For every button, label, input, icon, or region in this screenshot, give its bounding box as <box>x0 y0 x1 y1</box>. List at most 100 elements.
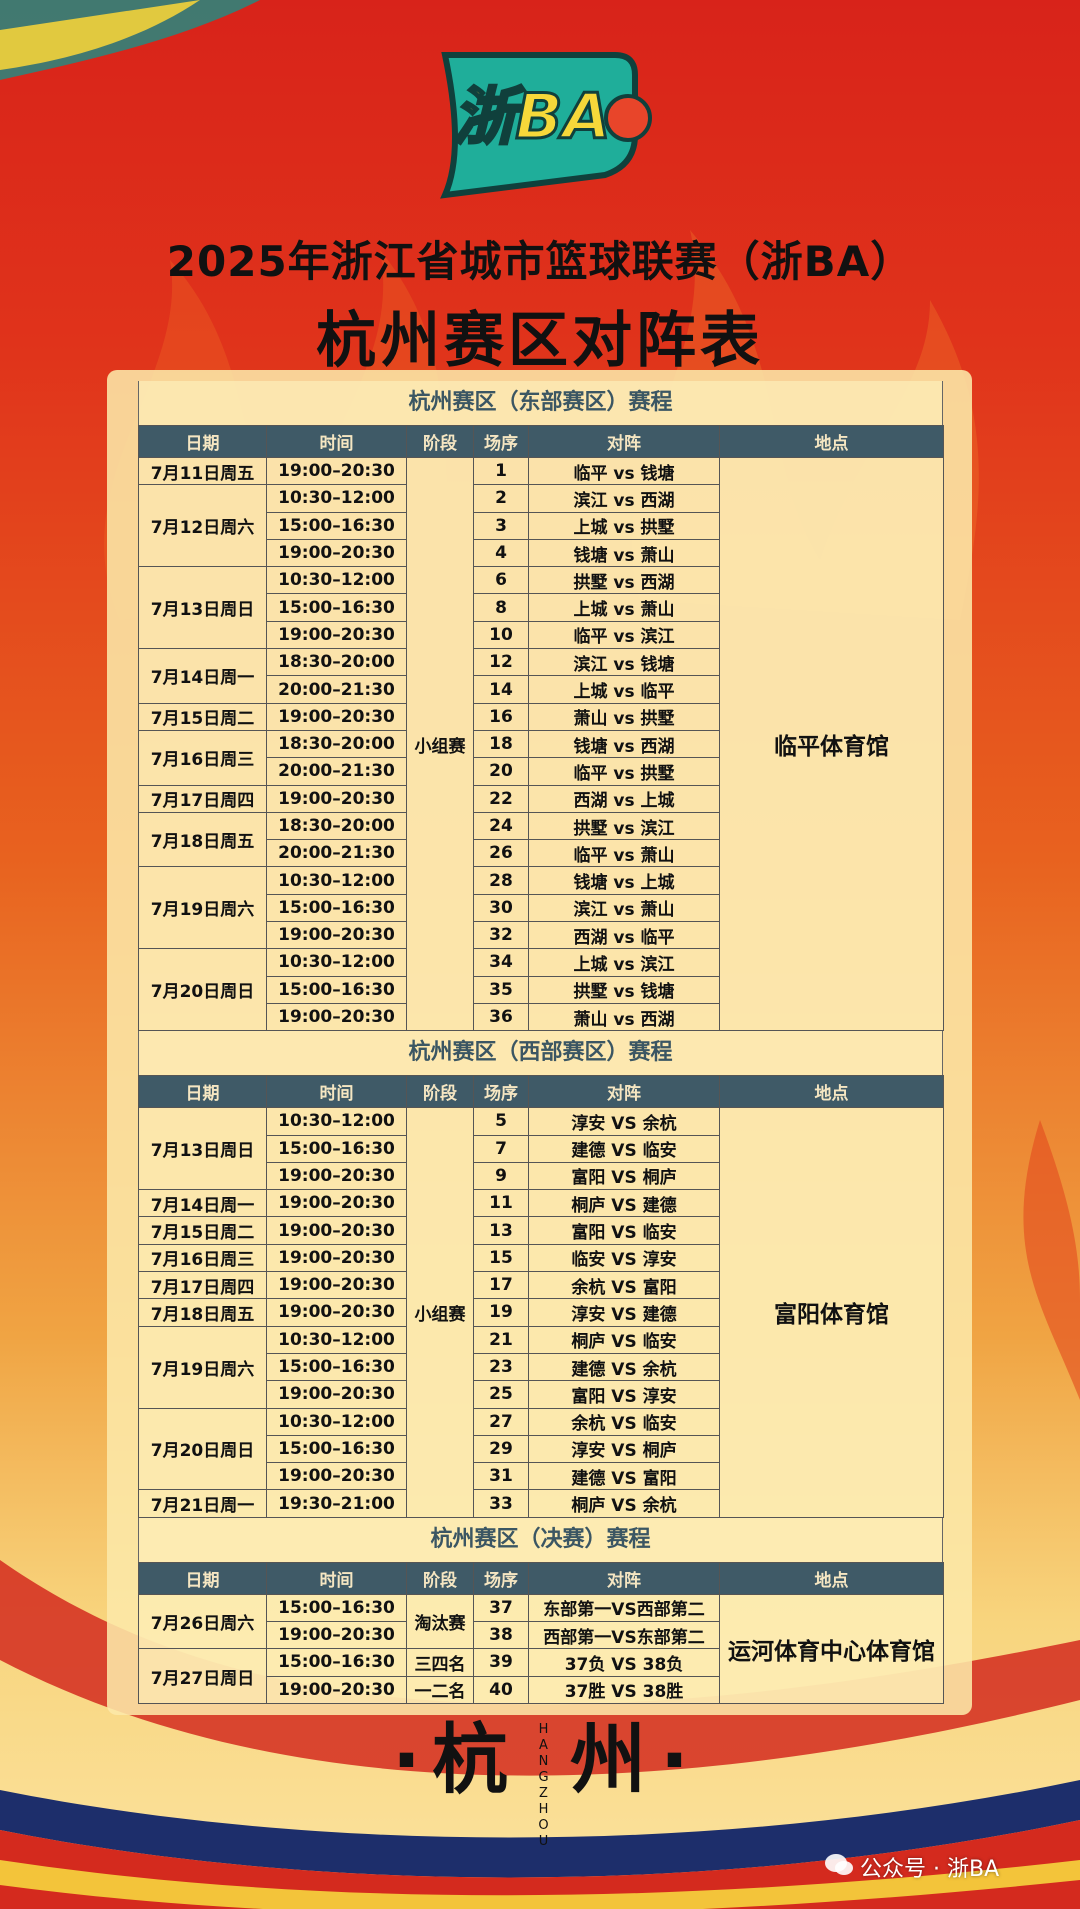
section-title: 杭州赛区（西部赛区）赛程 <box>138 1031 943 1076</box>
footer-dot: · <box>392 1715 421 1804</box>
flame <box>1023 1120 1080 1400</box>
game-row: 7月15日周二 19:00–20:30 13 富阳 VS 临安 <box>138 1216 944 1245</box>
game-row: 7月13日周日 10:30–12:00 6 拱墅 vs 西湖 <box>138 566 944 650</box>
time-cell: 19:00–20:30 <box>266 1380 407 1409</box>
match-cell: 桐庐 VS 临安 <box>528 1325 720 1354</box>
match-cell: 拱墅 vs 西湖 <box>528 566 720 595</box>
header-cell: 时间 <box>266 1561 407 1595</box>
time-cell: 19:00–20:30 <box>266 784 407 813</box>
match-cell: 滨江 vs 萧山 <box>528 893 720 923</box>
match-cell: 钱塘 vs 上城 <box>528 866 720 895</box>
game-row: 15:00–16:30 35 拱墅 vs 钱塘 <box>139 975 944 1004</box>
game-row: 19:00–20:30 32 西湖 vs 临平 <box>139 921 944 950</box>
schedule-table: 日期 时间 阶段 场序 对阵 地点 7月13日周日 10:30–12:00 小组赛 5 淳安 VS … <box>138 1075 944 1518</box>
match-cell: 建德 VS 余杭 <box>528 1352 720 1382</box>
header-row: 日期 时间 阶段 场序 对阵 地点 <box>138 1075 944 1109</box>
header-cell: 对阵 <box>528 425 720 458</box>
game-row: 7月14日周一 18:30–20:00 12 滨江 vs 钱塘 <box>138 648 944 704</box>
match-cell: 上城 vs 萧山 <box>528 593 720 622</box>
match-cell: 淳安 VS 桐庐 <box>528 1434 720 1464</box>
time-cell: 19:00–20:30 <box>266 538 407 568</box>
header-cell: 时间 <box>266 425 407 458</box>
date-cell: 7月16日周三 <box>138 729 267 786</box>
date-cell: 7月19日周六 <box>138 1325 267 1409</box>
time-cell: 15:00–16:30 <box>266 1352 407 1382</box>
time-cell: 19:00–20:30 <box>266 1161 407 1191</box>
stage-cell: 淘汰赛 <box>406 1593 474 1650</box>
watermark: 公众号 · 浙BA <box>860 1857 1000 1882</box>
match-cell: 拱墅 vs 钱塘 <box>528 975 720 1004</box>
swoosh <box>0 1860 1080 1909</box>
game-row: 19:00–20:30 10 临平 vs 滨江 <box>139 620 944 650</box>
header-cell: 阶段 <box>406 1075 474 1109</box>
game-number-cell: 7 <box>473 1134 529 1163</box>
match-cell: 富阳 VS 桐庐 <box>528 1161 720 1191</box>
game-number-cell: 20 <box>473 757 529 786</box>
time-cell: 15:00–16:30 <box>266 1434 407 1464</box>
match-cell: 上城 vs 滨江 <box>528 948 720 977</box>
time-cell: 15:00–16:30 <box>266 1134 407 1163</box>
game-row: 15:00–16:30 7 建德 VS 临安 <box>139 1134 944 1163</box>
header-cell: 阶段 <box>406 1561 474 1595</box>
match-cell: 淳安 VS 建德 <box>528 1298 720 1327</box>
game-number-cell: 37 <box>473 1593 529 1622</box>
match-cell: 滨江 vs 西湖 <box>528 484 720 513</box>
match-cell: 上城 vs 拱墅 <box>528 511 720 540</box>
game-number-cell: 11 <box>473 1189 529 1218</box>
game-row: 7月13日周日 10:30–12:00 小组赛 5 淳安 VS 余杭 富阳体育馆 <box>138 1107 944 1518</box>
game-row: 7月27日周日 15:00–16:30 三四名 39 37负 VS 38负 <box>138 1648 944 1704</box>
header-cell: 日期 <box>138 1075 267 1109</box>
game-row: 19:00–20:30 36 萧山 vs 西湖 <box>139 1002 944 1032</box>
game-row: 7月19日周六 10:30–12:00 21 桐庐 VS 临安 <box>138 1325 944 1409</box>
game-row: 15:00–16:30 8 上城 vs 萧山 <box>139 593 944 622</box>
stage-cell: 小组赛 <box>406 1107 474 1518</box>
header-cell: 场序 <box>473 425 529 458</box>
logo-text: 浙BA <box>453 80 610 153</box>
game-number-cell: 23 <box>473 1352 529 1382</box>
section-title: 杭州赛区（东部赛区）赛程 <box>138 381 943 425</box>
header-cell: 地点 <box>719 425 944 458</box>
game-row: 7月20日周日 10:30–12:00 34 上城 vs 滨江 <box>138 948 944 1032</box>
date-cell: 7月14日周一 <box>138 648 267 704</box>
match-cell: 滨江 vs 钱塘 <box>528 648 720 677</box>
match-cell: 临平 vs 萧山 <box>528 839 720 868</box>
match-cell: 37胜 VS 38胜 <box>528 1675 720 1704</box>
date-cell: 7月13日周日 <box>138 1107 267 1191</box>
game-number-cell: 35 <box>473 975 529 1004</box>
header-cell: 地点 <box>719 1561 944 1595</box>
date-cell: 7月19日周六 <box>138 866 267 950</box>
game-number-cell: 10 <box>473 620 529 650</box>
game-number-cell: 1 <box>473 456 529 486</box>
match-cell: 建德 VS 临安 <box>528 1134 720 1163</box>
game-number-cell: 31 <box>473 1462 529 1491</box>
time-cell: 10:30–12:00 <box>266 1407 407 1436</box>
section-title: 杭州赛区（决赛）赛程 <box>138 1517 943 1562</box>
time-cell: 10:30–12:00 <box>266 566 407 595</box>
time-cell: 10:30–12:00 <box>266 1325 407 1354</box>
time-cell: 10:30–12:00 <box>266 1107 407 1136</box>
venue-cell: 富阳体育馆 <box>719 1107 944 1518</box>
schedule-tables: 杭州赛区（东部赛区）赛程 日期 时间 阶段 场序 对阵 地点 7月11日周五 19:00–20:… <box>138 381 944 1704</box>
game-number-cell: 36 <box>473 1002 529 1032</box>
game-number-cell: 22 <box>473 784 529 813</box>
logo-ball <box>604 94 652 142</box>
game-number-cell: 12 <box>473 648 529 677</box>
time-cell: 10:30–12:00 <box>266 866 407 895</box>
stage-cell: 三四名 <box>406 1648 474 1677</box>
game-row: 7月17日周四 19:00–20:30 22 西湖 vs 上城 <box>138 784 944 813</box>
game-number-cell: 24 <box>473 811 529 841</box>
game-row: 7月16日周三 19:00–20:30 15 临安 VS 淳安 <box>138 1243 944 1273</box>
game-row: 19:00–20:30 9 富阳 VS 桐庐 <box>139 1161 944 1191</box>
header-cell: 地点 <box>719 1075 944 1109</box>
match-cell: 余杭 VS 富阳 <box>528 1271 720 1300</box>
game-number-cell: 18 <box>473 729 529 759</box>
date-cell: 7月18日周五 <box>138 1298 267 1327</box>
time-cell: 15:00–16:30 <box>266 593 407 622</box>
match-cell: 富阳 VS 淳安 <box>528 1380 720 1409</box>
game-row: 19:00–20:30 一二名 40 37胜 VS 38胜 <box>139 1675 944 1704</box>
corner-stripe <box>0 0 260 80</box>
footer-city: 杭 <box>432 1715 508 1804</box>
time-cell: 19:00–20:30 <box>266 1298 407 1327</box>
game-number-cell: 3 <box>473 511 529 540</box>
game-row: 7月17日周四 19:00–20:30 17 余杭 VS 富阳 <box>138 1271 944 1300</box>
